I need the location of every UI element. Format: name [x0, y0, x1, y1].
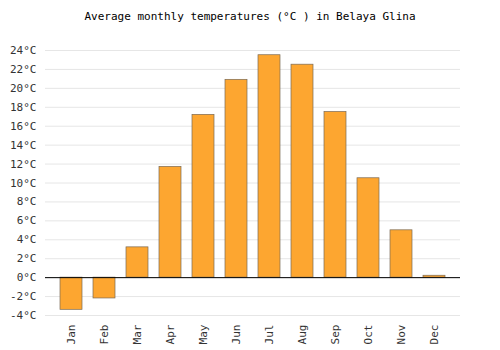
svg-text:14°C: 14°C: [10, 139, 37, 152]
svg-text:0°C: 0°C: [17, 271, 37, 284]
svg-text:4°C: 4°C: [17, 233, 37, 246]
svg-text:6°C: 6°C: [17, 214, 37, 227]
svg-text:18°C: 18°C: [10, 101, 37, 114]
svg-text:Jan: Jan: [65, 325, 78, 345]
svg-text:Nov: Nov: [395, 324, 408, 344]
svg-text:24°C: 24°C: [10, 44, 37, 57]
svg-text:22°C: 22°C: [10, 63, 37, 76]
svg-text:12°C: 12°C: [10, 158, 37, 171]
svg-text:May: May: [197, 324, 210, 344]
svg-text:16°C: 16°C: [10, 120, 37, 133]
svg-text:Sep: Sep: [329, 325, 342, 345]
svg-text:10°C: 10°C: [10, 177, 37, 190]
svg-text:Dec: Dec: [428, 325, 441, 345]
svg-text:2°C: 2°C: [17, 252, 37, 265]
svg-text:20°C: 20°C: [10, 82, 37, 95]
svg-text:Feb: Feb: [98, 325, 111, 345]
svg-text:Oct: Oct: [362, 325, 375, 345]
svg-text:Apr: Apr: [164, 324, 177, 344]
svg-text:Mar: Mar: [131, 324, 144, 344]
html-text:Average monthly temperatures (: Average monthly temperatures (°C ) in Be…: [84, 10, 416, 23]
svg-text:8°C: 8°C: [17, 195, 37, 208]
svg-text:-2°C: -2°C: [10, 290, 37, 303]
svg-text:Aug: Aug: [296, 325, 309, 345]
svg-text:-4°C: -4°C: [10, 309, 37, 322]
svg-text:Jul: Jul: [263, 325, 276, 345]
svg-text:Jun: Jun: [230, 325, 243, 345]
